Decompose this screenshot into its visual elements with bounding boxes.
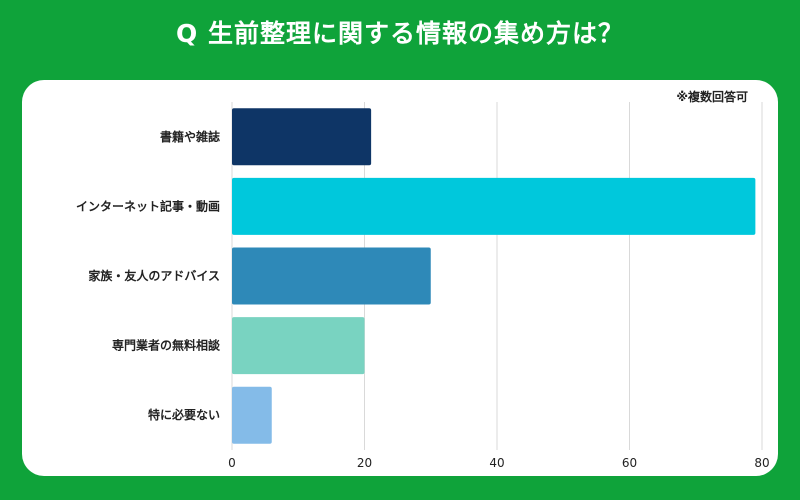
- bar: [232, 386, 272, 444]
- bar: [232, 317, 365, 375]
- bar: [232, 177, 756, 235]
- category-label: 特に必要ない: [148, 407, 220, 422]
- x-tick-label: 60: [622, 456, 637, 470]
- bar: [232, 108, 372, 166]
- multiple-answer-note: ※複数回答可: [676, 90, 748, 104]
- category-label: 書籍や雑誌: [160, 129, 220, 144]
- category-label: 家族・友人のアドバイス: [88, 268, 220, 283]
- x-tick-label: 80: [754, 456, 769, 470]
- x-tick-label: 20: [357, 456, 372, 470]
- bar: [232, 247, 431, 305]
- x-tick-label: 0: [228, 456, 236, 470]
- bar-chart: 0 20 40 60 80 書籍や雑誌インターネット記事・動画家族・友人のアドバイス専門業…: [76, 102, 770, 470]
- category-label: 専門業者の無料相談: [112, 338, 221, 353]
- x-tick-label: 40: [489, 456, 504, 470]
- category-label: インターネット記事・動画: [76, 198, 220, 213]
- page-title: Q 生前整理に関する情報の集め方は？: [176, 19, 624, 48]
- chart-card: ※複数回答可 0 20 40 60 80 書籍や雑誌インターネット記事・動画家族・友人のア…: [22, 80, 778, 476]
